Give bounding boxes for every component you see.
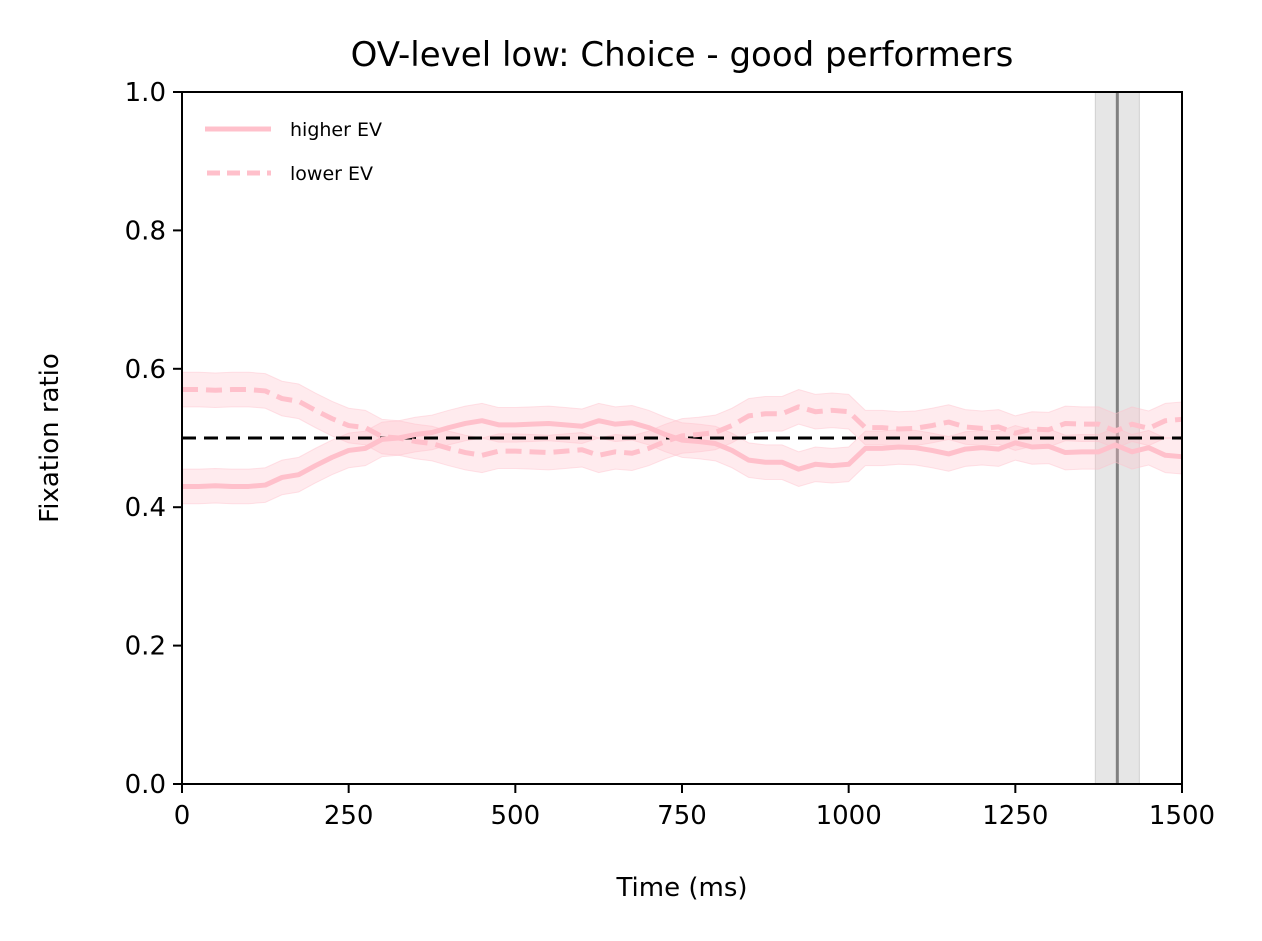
y-tick-label: 0.6 xyxy=(125,355,166,385)
y-tick-label: 0.0 xyxy=(125,770,166,800)
x-tick-label: 1250 xyxy=(982,801,1048,831)
x-tick-label: 0 xyxy=(174,801,191,831)
x-tick-label: 1000 xyxy=(816,801,882,831)
y-tick-label: 0.4 xyxy=(125,493,166,523)
x-tick-label: 1500 xyxy=(1149,801,1215,831)
chart-title: OV-level low: Choice - good performers xyxy=(351,35,1014,75)
y-axis-ticks: 0.0 0.2 0.4 0.6 0.8 1.0 xyxy=(125,78,182,800)
series-line-higher-ev xyxy=(182,418,1183,489)
x-tick-label: 500 xyxy=(491,801,541,831)
legend-label-lower-ev: lower EV xyxy=(290,163,373,185)
y-tick-label: 1.0 xyxy=(125,78,166,108)
y-tick-label: 0.8 xyxy=(125,216,166,246)
y-tick-label: 0.2 xyxy=(125,632,166,662)
y-axis-label: Fixation ratio xyxy=(35,353,65,523)
x-tick-label: 750 xyxy=(657,801,707,831)
x-tick-label: 250 xyxy=(324,801,374,831)
x-axis-ticks: 0 250 500 750 1000 1250 1500 xyxy=(174,784,1215,831)
series-lines xyxy=(182,387,1183,489)
legend: higher EV lower EV xyxy=(205,119,382,185)
x-axis-label: Time (ms) xyxy=(615,873,747,903)
series-line-lower-ev xyxy=(182,387,1183,458)
legend-label-higher-ev: higher EV xyxy=(290,119,382,141)
